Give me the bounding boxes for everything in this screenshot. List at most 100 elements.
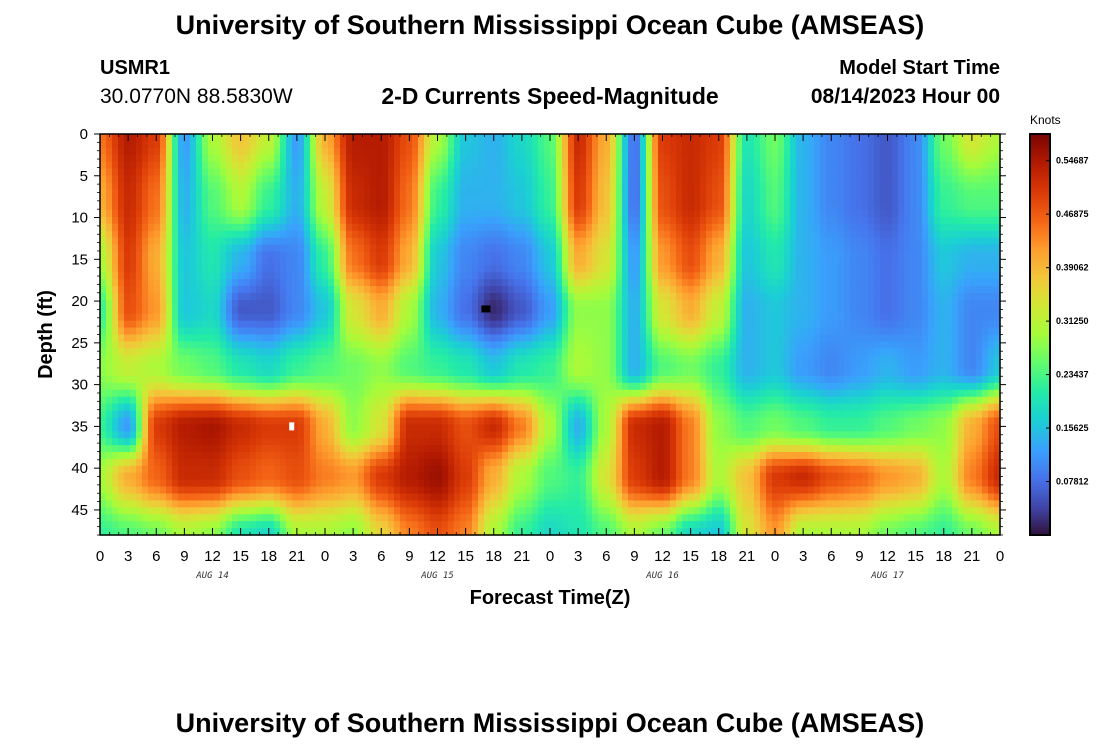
heatmap-cell	[556, 168, 563, 177]
heatmap-cell	[232, 189, 239, 197]
heatmap-cell	[958, 341, 965, 349]
heatmap-cell	[898, 320, 905, 329]
heatmap-cell	[370, 175, 377, 183]
heatmap-cell	[862, 293, 869, 301]
heatmap-cell	[934, 341, 941, 349]
heatmap-cell	[310, 293, 317, 301]
heatmap-cell	[796, 147, 803, 156]
heatmap-cell	[448, 299, 455, 308]
heatmap-cell	[598, 327, 605, 336]
heatmap-cell	[484, 161, 491, 170]
heatmap-cell	[490, 355, 497, 363]
heatmap-cell	[262, 251, 269, 260]
heatmap-cell	[364, 265, 371, 273]
heatmap-cell	[952, 216, 959, 225]
heatmap-cell	[448, 320, 455, 329]
heatmap-cell	[514, 258, 521, 266]
heatmap-cell	[694, 334, 701, 343]
heatmap-cell	[184, 134, 191, 142]
heatmap-cell	[112, 154, 119, 163]
heatmap-cell	[196, 362, 203, 370]
heatmap-cell	[298, 362, 305, 370]
heatmap-cell	[874, 293, 881, 301]
heatmap-cell	[448, 182, 455, 190]
heatmap-cell	[670, 134, 677, 142]
heatmap-cell	[472, 320, 479, 329]
heatmap-cell	[154, 334, 161, 343]
heatmap-cell	[430, 313, 437, 322]
heatmap-cell	[988, 134, 995, 142]
heatmap-cell	[988, 210, 995, 218]
heatmap-cell	[370, 154, 377, 163]
heatmap-cell	[100, 306, 107, 315]
heatmap-cell	[808, 147, 815, 156]
heatmap-cell	[232, 134, 239, 142]
heatmap-cell	[568, 237, 575, 246]
heatmap-cell	[850, 355, 857, 363]
heatmap-cell	[292, 216, 299, 225]
heatmap-cell	[796, 223, 803, 232]
heatmap-cell	[154, 182, 161, 190]
heatmap-cell	[370, 286, 377, 294]
heatmap-cell	[604, 334, 611, 343]
heatmap-cell	[724, 147, 731, 156]
heatmap-cell	[502, 154, 509, 163]
heatmap-cell	[526, 203, 533, 211]
heatmap-cell	[424, 230, 431, 239]
heatmap-cell	[496, 327, 503, 336]
heatmap-cell	[784, 203, 791, 211]
heatmap-cell	[964, 196, 971, 204]
heatmap-cell	[310, 348, 317, 356]
heatmap-cell	[724, 348, 731, 356]
heatmap-cell	[418, 237, 425, 246]
heatmap-cell	[652, 154, 659, 163]
heatmap-cell	[934, 286, 941, 294]
heatmap-cell	[280, 272, 287, 280]
heatmap-cell	[160, 251, 167, 260]
heatmap-cell	[370, 161, 377, 170]
heatmap-cell	[838, 272, 845, 280]
heatmap-cell	[298, 355, 305, 363]
heatmap-cell	[634, 327, 641, 336]
heatmap-cell	[634, 161, 641, 170]
heatmap-cell	[124, 299, 131, 308]
heatmap-cell	[700, 175, 707, 183]
heatmap-cell	[712, 313, 719, 322]
heatmap-cell	[526, 313, 533, 322]
heatmap-cell	[886, 286, 893, 294]
heatmap-cell	[178, 362, 185, 370]
heatmap-cell	[982, 182, 989, 190]
heatmap-cell	[994, 154, 1001, 163]
heatmap-cell	[598, 265, 605, 273]
heatmap-cell	[262, 299, 269, 308]
heatmap-cell	[544, 327, 551, 336]
heatmap-cell	[622, 154, 629, 163]
heatmap-cell	[268, 362, 275, 370]
heatmap-cell	[364, 237, 371, 246]
heatmap-cell	[826, 265, 833, 273]
heatmap-cell	[136, 258, 143, 266]
heatmap-cell	[250, 265, 257, 273]
heatmap-cell	[916, 168, 923, 177]
heatmap-cell	[694, 147, 701, 156]
heatmap-cell	[142, 306, 149, 315]
heatmap-cell	[790, 251, 797, 260]
heatmap-cell	[634, 189, 641, 197]
heatmap-cell	[712, 210, 719, 218]
heatmap-cell	[472, 203, 479, 211]
heatmap-cell	[514, 299, 521, 308]
heatmap-cell	[922, 313, 929, 322]
heatmap-cell	[652, 251, 659, 260]
heatmap-cell	[748, 341, 755, 349]
heatmap-cell	[256, 216, 263, 225]
heatmap-cell	[706, 334, 713, 343]
heatmap-cell	[544, 237, 551, 246]
heatmap-cell	[364, 161, 371, 170]
heatmap-cell	[592, 286, 599, 294]
heatmap-cell	[418, 286, 425, 294]
heatmap-cell	[862, 216, 869, 225]
heatmap-cell	[418, 327, 425, 336]
heatmap-cell	[982, 154, 989, 163]
heatmap-cell	[556, 230, 563, 239]
heatmap-cell	[898, 334, 905, 343]
